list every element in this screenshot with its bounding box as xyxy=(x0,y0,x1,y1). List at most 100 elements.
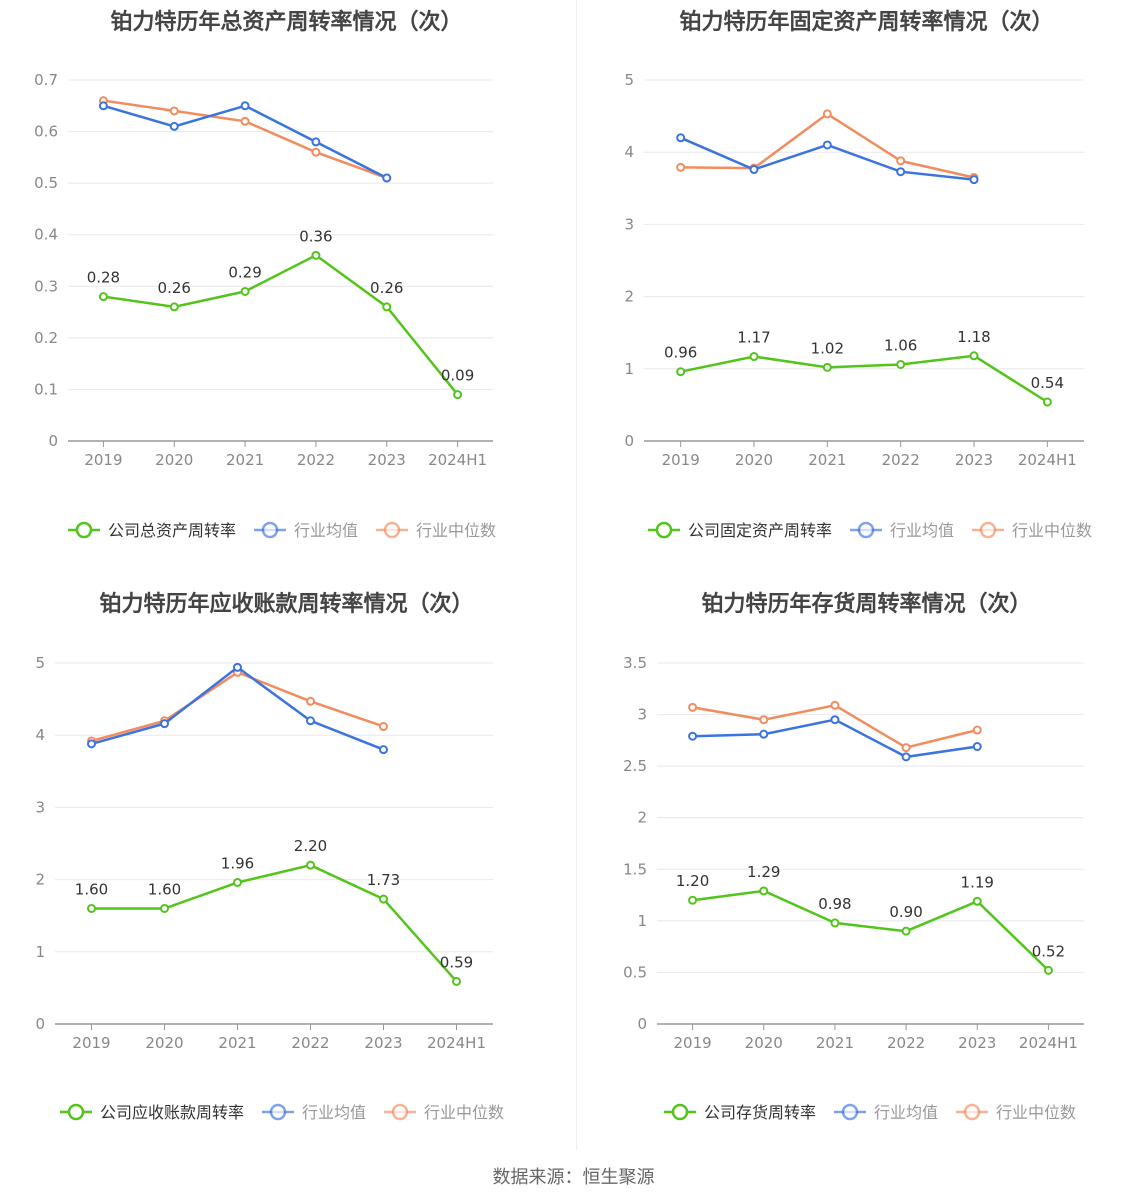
data-label: 1.20 xyxy=(676,872,709,890)
chart-svg: 0 1 2 3 4 5 2019 2020 2021 2022 2023 2024H1 0.96 1.17… xyxy=(624,71,1092,540)
data-point xyxy=(688,895,698,905)
legend-label: 公司应收账款周转率 xyxy=(100,1103,244,1122)
series-industry-average-line xyxy=(692,718,978,759)
data-label: 0.09 xyxy=(441,367,474,385)
chart-svg: 0 0.5 1 1.5 2 2.5 3 3.5 2019 2020 2021 2022 2023 2024… xyxy=(623,654,1084,1122)
x-tick-label: 2020 xyxy=(155,451,193,469)
y-tick-label: 0.5 xyxy=(623,963,647,981)
series-industry-median-line xyxy=(692,703,978,749)
y-tick-label: 3 xyxy=(637,706,647,724)
legend-industry-median: 行业中位数 xyxy=(972,521,1092,540)
data-point xyxy=(822,109,832,119)
data-point xyxy=(830,700,840,710)
x-tick-label: 2023 xyxy=(955,451,993,469)
data-point xyxy=(688,731,698,741)
data-point xyxy=(972,742,982,752)
legend-industry-median: 行业中位数 xyxy=(376,521,496,540)
legend-industry-average: 行业均值 xyxy=(850,521,954,540)
data-label: 0.28 xyxy=(87,269,120,287)
legend-industry-median: 行业中位数 xyxy=(384,1103,504,1122)
series-industry-average-line xyxy=(91,665,384,751)
data-label: 1.60 xyxy=(75,880,108,898)
y-tick-label: 2 xyxy=(35,871,45,889)
data-point xyxy=(830,918,840,928)
legend-marker xyxy=(963,1103,981,1121)
y-tick-label: 2.5 xyxy=(623,757,647,775)
y-tick-label: 2 xyxy=(624,288,634,306)
legend-label: 行业均值 xyxy=(890,521,954,540)
legend-label: 行业均值 xyxy=(294,521,358,540)
data-point xyxy=(306,716,315,726)
y-tick-label: 0.3 xyxy=(34,277,58,295)
data-point xyxy=(382,302,392,312)
x-tick-label: 2024H1 xyxy=(427,1034,486,1052)
legend-label: 行业中位数 xyxy=(416,521,496,540)
legend-company: 公司总资产周转率 xyxy=(68,521,236,540)
x-tick-label: 2019 xyxy=(72,1034,110,1052)
y-tick-label: 0.1 xyxy=(34,380,58,398)
y-tick-label: 0 xyxy=(624,432,634,450)
legend-label: 行业中位数 xyxy=(996,1103,1076,1122)
data-point xyxy=(87,739,96,749)
series-industry-average-line xyxy=(103,104,388,180)
data-point xyxy=(896,156,906,166)
data-point xyxy=(87,903,96,913)
y-tick-label: 5 xyxy=(35,654,45,672)
y-tick-label: 1.5 xyxy=(623,860,647,878)
data-label: 0.90 xyxy=(889,903,922,921)
series-company-line xyxy=(91,863,458,983)
y-tick-label: 0 xyxy=(35,1015,45,1033)
x-tick-label: 2022 xyxy=(887,1034,925,1052)
data-point xyxy=(676,162,686,172)
data-point xyxy=(901,926,911,936)
data-point xyxy=(306,696,315,706)
x-tick-label: 2023 xyxy=(364,1034,402,1052)
data-point xyxy=(822,140,832,150)
data-point xyxy=(896,167,906,177)
legend-label: 行业中位数 xyxy=(424,1103,504,1122)
data-label: 0.29 xyxy=(228,263,261,281)
x-tick-label: 2019 xyxy=(662,451,700,469)
data-point xyxy=(759,729,769,739)
data-point xyxy=(240,116,250,126)
data-point xyxy=(972,725,982,735)
legend-marker xyxy=(857,521,875,539)
data-point xyxy=(169,121,179,131)
data-label: 1.06 xyxy=(884,336,917,354)
data-point xyxy=(160,719,169,729)
y-tick-label: 3 xyxy=(624,215,634,233)
data-label: 0.59 xyxy=(440,953,473,971)
x-tick-label: 2020 xyxy=(745,1034,783,1052)
data-point xyxy=(379,745,388,755)
data-label: 1.29 xyxy=(747,863,780,881)
chart-title: 铂力特历年总资产周转率情况（次） xyxy=(110,10,463,35)
legend-label: 行业均值 xyxy=(302,1103,366,1122)
legend-company: 公司固定资产周转率 xyxy=(648,521,832,540)
data-label: 0.96 xyxy=(664,344,697,362)
x-tick-label: 2022 xyxy=(291,1034,329,1052)
data-point xyxy=(311,250,321,260)
chart-receivables-turnover: 铂力特历年应收账款周转率情况（次） 0 1 2 3 4 5 2019 2020 2021 2022… xyxy=(0,582,573,1162)
legend-marker xyxy=(269,1103,287,1121)
legend-marker xyxy=(979,521,997,539)
x-tick-label: 2022 xyxy=(882,451,920,469)
y-tick-label: 0.2 xyxy=(34,329,58,347)
data-point xyxy=(972,896,982,906)
data-point xyxy=(240,101,250,111)
y-tick-label: 0.4 xyxy=(34,226,58,244)
series-company-line xyxy=(680,354,1048,404)
data-label: 0.54 xyxy=(1031,374,1064,392)
data-label: 1.17 xyxy=(737,329,770,347)
data-point xyxy=(1042,397,1052,407)
legend-marker xyxy=(391,1103,409,1121)
x-tick-label: 2023 xyxy=(368,451,406,469)
data-point xyxy=(749,165,759,175)
y-tick-label: 1 xyxy=(35,943,45,961)
data-point xyxy=(749,352,759,362)
data-point xyxy=(969,351,979,361)
y-tick-label: 4 xyxy=(35,726,45,744)
data-label: 1.02 xyxy=(811,339,844,357)
data-label: 0.52 xyxy=(1032,942,1065,960)
y-tick-label: 3.5 xyxy=(623,654,647,672)
x-tick-label: 2019 xyxy=(84,451,122,469)
